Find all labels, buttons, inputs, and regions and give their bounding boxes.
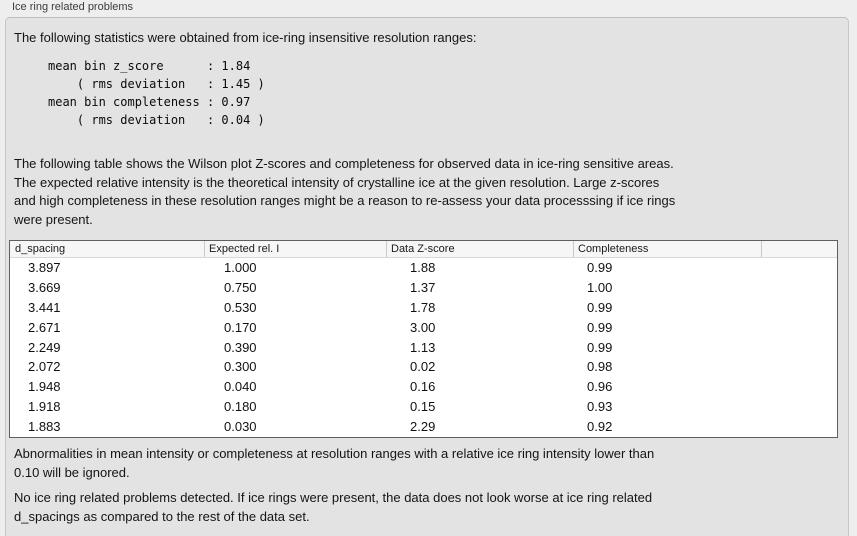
ignore-note-text: Abnormalities in mean intensity or compl… [14,446,655,480]
table-row[interactable]: 3.669 0.750 1.37 1.00 [10,278,837,298]
table-cell: 0.99 [587,299,613,315]
table-cell: 1.00 [587,279,613,295]
table-cell: 0.390 [224,339,257,355]
table-row[interactable]: 1.918 0.180 0.15 0.93 [10,397,837,417]
table-cell: 1.918 [28,399,61,415]
table-description-text: The following table shows the Wilson plo… [14,156,676,227]
table-header: d_spacing Expected rel. I Data Z-score Comp… [10,241,837,258]
table-cell: 1.78 [410,299,436,315]
table-cell: 0.170 [224,319,257,335]
table-cell: 0.02 [410,359,436,375]
column-header-expected-rel-i[interactable]: Expected rel. I [204,241,386,257]
table-cell: 0.750 [224,279,257,295]
column-header-completeness[interactable]: Completeness [573,241,761,257]
column-header-data-z-score[interactable]: Data Z-score [386,241,573,257]
table-cell: 1.13 [410,339,436,355]
conclusion-text: No ice ring related problems detected. I… [14,490,653,524]
table-cell: 1.88 [410,260,436,275]
table-row[interactable]: 2.671 0.170 3.00 0.99 [10,318,837,338]
table-body: 3.897 1.000 1.88 0.99 3.669 0.750 1.37 1.00 3.44… [10,258,837,437]
table-cell: 3.441 [28,299,61,315]
table-cell: 3.669 [28,279,61,295]
table-cell: 0.300 [224,359,257,375]
table-cell: 0.93 [587,399,613,415]
table-cell: 2.249 [28,339,61,355]
table-cell: 0.16 [410,379,436,395]
table-cell: 2.072 [28,359,61,375]
column-header-filler [761,241,837,257]
table-row[interactable]: 3.441 0.530 1.78 0.99 [10,298,837,318]
table-cell: 0.99 [587,260,613,275]
table-cell: 0.92 [587,419,613,435]
table-row[interactable]: 1.948 0.040 0.16 0.96 [10,377,837,397]
panel-title: Ice ring related problems [12,1,134,13]
table-cell: 2.671 [28,319,61,335]
table-row[interactable]: 3.897 1.000 1.88 0.99 [10,258,837,278]
table-cell: 0.530 [224,299,257,315]
table-cell: 1.000 [224,260,257,275]
statistics-values-block: mean bin z_score : 1.84 ( rms deviation … [48,59,265,127]
table-cell: 0.180 [224,399,257,415]
table-cell: 0.15 [410,399,436,415]
table-cell: 0.040 [224,379,257,395]
table-cell: 2.29 [410,419,436,435]
ice-ring-table: d_spacing Expected rel. I Data Z-score Comp… [9,240,838,438]
table-cell: 3.897 [28,260,61,275]
column-header-d-spacing[interactable]: d_spacing [15,243,66,255]
table-row[interactable]: 1.883 0.030 2.29 0.92 [10,417,837,437]
table-row[interactable]: 2.249 0.390 1.13 0.99 [10,338,837,358]
table-cell: 1.948 [28,379,61,395]
table-cell: 0.96 [587,379,613,395]
table-cell: 0.98 [587,359,613,375]
table-cell: 1.37 [410,279,436,295]
table-row[interactable]: 2.072 0.300 0.02 0.98 [10,357,837,377]
table-cell: 0.99 [587,339,613,355]
table-cell: 1.883 [28,419,61,435]
table-cell: 0.030 [224,419,257,435]
statistics-intro-text: The following statistics were obtained f… [14,30,477,45]
table-cell: 0.99 [587,319,613,335]
table-cell: 3.00 [410,319,436,335]
